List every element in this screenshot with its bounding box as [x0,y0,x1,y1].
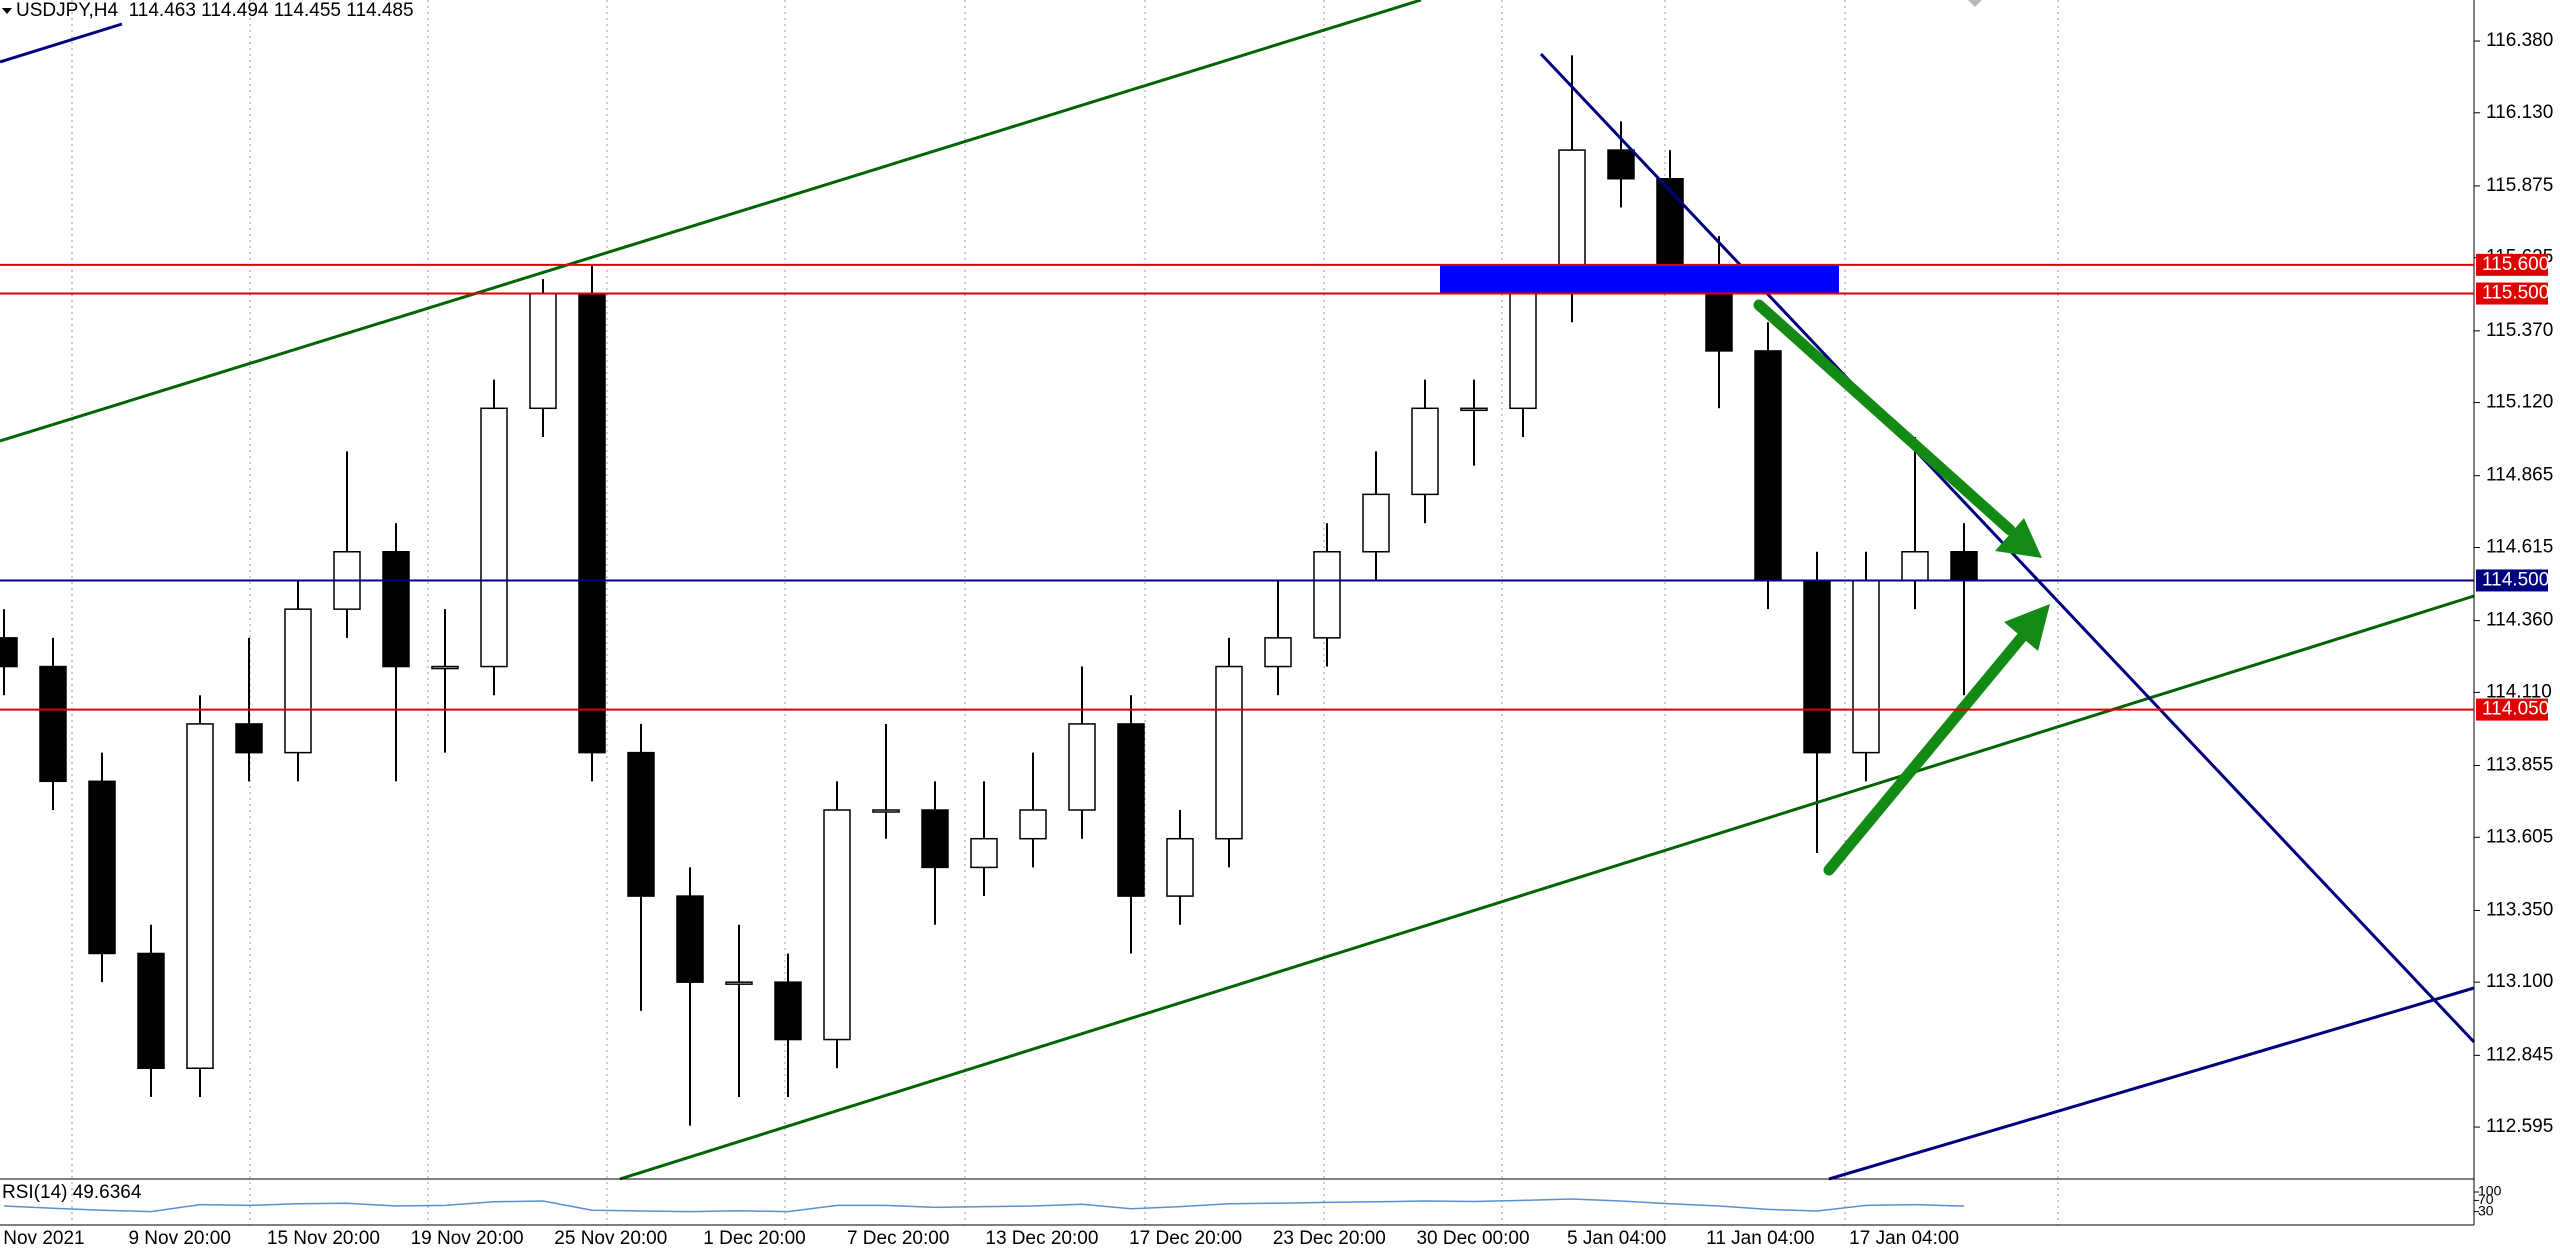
level-box [2476,253,2548,276]
x-tick-label: 1 Dec 20:00 [703,1228,805,1249]
y-tick-label: 114.865 [2486,465,2553,486]
candle-body [431,665,459,670]
candle-body [1656,178,1684,266]
y-tick-label: 114.360 [2486,610,2553,631]
y-tick-label: 113.100 [2486,971,2553,992]
x-tick-label: 17 Dec 20:00 [1129,1228,1242,1249]
y-tick-label: 115.120 [2486,392,2553,413]
level-label: 114.050 [2482,699,2549,720]
marker [1968,0,1982,7]
candle-body [1803,579,1831,754]
y-tick-label: 115.875 [2486,175,2553,196]
x-tick-label: 15 Nov 20:00 [267,1228,380,1249]
candle-body [480,407,508,668]
x-tick-label: 7 Dec 20:00 [847,1228,949,1249]
candle-body [1950,551,1978,582]
candle-body [774,981,802,1041]
candle-body [1166,837,1194,897]
candle-body [186,723,214,1069]
x-tick-label: 25 Nov 20:00 [554,1228,667,1249]
rsi-line [3,1198,1965,1213]
y-tick-label: 113.605 [2486,826,2553,847]
arrow-head [2004,604,2050,651]
level-box [2476,698,2548,721]
candle-body [970,837,998,869]
candle-body [284,608,312,754]
y-tick-label: 113.855 [2486,755,2553,776]
title-icon [2,8,12,14]
y-tick-label: 116.130 [2486,102,2553,123]
candle-body [1901,551,1929,582]
rsi-label: RSI(14) 49.6364 [2,1182,142,1203]
x-tick-label: 5 Jan 04:00 [1567,1228,1666,1249]
candle-body [1313,551,1341,639]
x-tick-label: 9 Nov 20:00 [128,1228,230,1249]
rsi-tick-label: 30 [2478,1202,2494,1218]
candle-body [1117,723,1145,897]
candle-body [872,809,900,813]
x-tick-label: 8 Nov 2021 [0,1228,85,1249]
candle-body [627,751,655,897]
level-label: 115.500 [2482,283,2549,304]
candle-body [1754,350,1782,582]
channel-lower [619,594,2475,1181]
x-tick-label: 11 Jan 04:00 [1706,1228,1814,1249]
y-tick-label: 114.615 [2486,536,2553,557]
y-tick-label: 115.370 [2486,320,2553,341]
level-label: 114.500 [2482,569,2549,590]
candle-body [1264,637,1292,668]
candle-body [235,723,263,754]
candle-body [1068,723,1096,811]
candle-body [1509,292,1537,410]
x-tick-label: 13 Dec 20:00 [985,1228,1098,1249]
candle-body [1215,665,1243,840]
candle-body [725,981,753,985]
drawings [0,0,2476,1181]
candle-body [0,637,18,668]
x-tick-label: 23 Dec 20:00 [1273,1228,1386,1249]
rsi-tick-label: 70 [2478,1191,2494,1207]
candle-body [1411,407,1439,496]
candle-body [921,809,949,869]
arrow-head [1995,518,2042,558]
candle-body [39,665,67,783]
candle-body [1362,493,1390,553]
rsi-tick-label: 100 [2478,1183,2502,1199]
candle-body [578,292,606,754]
level-label: 115.600 [2482,254,2549,275]
zone [1440,265,1839,294]
y-tick-label: 112.845 [2486,1044,2553,1065]
trend-line [0,22,123,64]
candle-body [1019,809,1047,840]
candle-body [88,780,116,955]
candle-body [137,952,165,1069]
candle-body [1460,407,1488,412]
candle-body [382,551,410,668]
y-tick-label: 112.595 [2486,1116,2553,1137]
candle-body [676,895,704,983]
level-box [2476,569,2548,592]
level-box [2476,282,2548,305]
vertical-grid [71,0,2059,1225]
marks [0,55,1978,1126]
arrow [1823,631,2028,876]
y-tick-label: 113.350 [2486,899,2553,920]
chart-title: USDJPY,H4 114.463 114.494 114.455 114.48… [16,0,414,21]
candle-body [1852,579,1880,754]
arrow [1753,299,2016,536]
candle-body [529,292,557,410]
y-tick-label: 116.380 [2486,30,2553,51]
y-tick-label: 114.110 [2486,681,2552,702]
x-tick-label: 19 Nov 20:00 [411,1228,524,1249]
x-tick-label: 30 Dec 00:00 [1416,1228,1529,1249]
channel-upper [0,0,1422,443]
trend-line [1828,986,2475,1181]
candle-body [823,809,851,1041]
candle-body [1607,149,1635,180]
x-tick-label: 17 Jan 04:00 [1849,1228,1959,1249]
